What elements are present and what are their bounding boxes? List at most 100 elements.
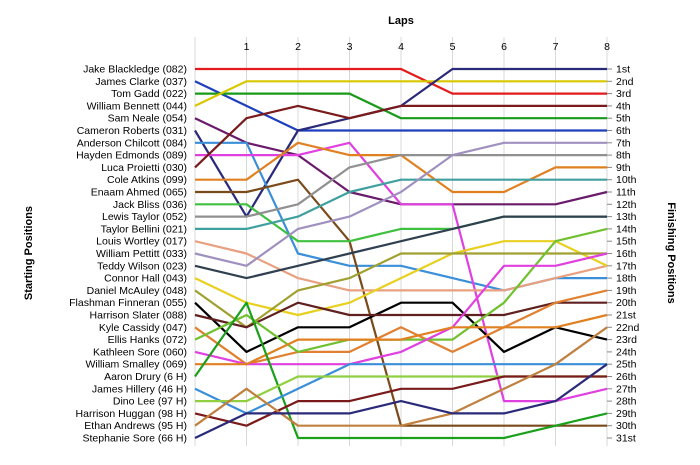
x-tick-label-1: 1 — [244, 41, 250, 53]
finish-label-1st: 1st — [616, 64, 630, 76]
finish-label-27th: 27th — [616, 383, 637, 395]
series-line-21 — [194, 289, 608, 366]
finish-label-18th: 18th — [616, 273, 637, 285]
start-label-11: Jack Bliss (036) — [113, 199, 187, 211]
finish-label-3rd: 3rd — [616, 88, 631, 100]
x-tick-label-7: 7 — [553, 41, 559, 53]
x-tick-label-6: 6 — [501, 41, 507, 53]
finish-label-28th: 28th — [616, 396, 637, 408]
series-line-12 — [195, 154, 607, 218]
start-label-17: Connor Hall (043) — [104, 273, 187, 285]
finish-label-2nd: 2nd — [616, 76, 634, 88]
series-line-28 — [194, 375, 607, 427]
series-line-18 — [194, 252, 607, 329]
finish-label-31st: 31st — [616, 433, 636, 445]
series-line-7 — [195, 141, 608, 403]
series-line-14 — [194, 240, 608, 292]
finish-label-12th: 12th — [616, 199, 637, 211]
start-label-26: James Hillery (46 H) — [92, 383, 187, 395]
finish-label-24th: 24th — [616, 346, 637, 358]
start-label-1: James Clarke (037) — [95, 76, 187, 88]
start-label-19: Flashman Finneran (055) — [69, 297, 187, 309]
start-label-23: Kathleen Sore (060) — [93, 346, 187, 358]
series-line-15 — [194, 141, 607, 267]
finish-label-22nd: 22nd — [616, 322, 640, 334]
start-label-10: Enaam Ahmed (065) — [91, 187, 187, 199]
finish-label-9th: 9th — [616, 162, 631, 174]
series-line-23 — [194, 252, 608, 366]
right-axis-title: Finishing Positions — [665, 202, 677, 303]
finish-label-16th: 16th — [616, 248, 637, 260]
start-label-9: Cole Atkins (099) — [107, 174, 187, 186]
start-label-8: Luca Proietti (030) — [101, 162, 187, 174]
finish-label-6th: 6th — [616, 125, 631, 137]
x-tick-label-8: 8 — [604, 41, 610, 53]
finish-label-19th: 19th — [616, 285, 637, 297]
start-label-4: Sam Neale (054) — [108, 113, 187, 125]
series-line-20 — [194, 301, 607, 329]
start-label-25: Aaron Drury (6 H) — [104, 371, 187, 383]
start-label-28: Harrison Huggan (98 H) — [76, 408, 187, 420]
start-label-27: Dino Lee (97 H) — [113, 396, 187, 408]
start-label-3: William Bennett (044) — [87, 100, 187, 112]
start-label-7: Hayden Edmonds (089) — [76, 150, 187, 162]
start-label-20: Harrison Slater (088) — [90, 310, 187, 322]
series-line-3 — [194, 80, 607, 107]
start-label-13: Taylor Bellini (021) — [101, 223, 187, 235]
start-label-12: Lewis Taylor (052) — [102, 211, 187, 223]
series-line-2 — [195, 92, 607, 120]
finish-label-17th: 17th — [616, 260, 637, 272]
start-label-30: Stephanie Sore (66 H) — [83, 433, 187, 445]
x-tick-label-2: 2 — [295, 41, 301, 53]
finish-label-8th: 8th — [616, 150, 631, 162]
series-line-0 — [195, 67, 607, 95]
x-tick-label-4: 4 — [398, 41, 404, 53]
finish-label-15th: 15th — [616, 236, 637, 248]
finish-label-7th: 7th — [616, 137, 631, 149]
start-label-15: William Pettitt (033) — [96, 248, 187, 260]
finish-label-23rd: 23rd — [616, 334, 637, 346]
series-line-25 — [194, 301, 608, 440]
start-label-21: Kyle Cassidy (047) — [99, 322, 187, 334]
series-line-19 — [194, 301, 608, 353]
starting-position-labels: Jake Blackledge (082)James Clarke (037)T… — [69, 64, 187, 445]
finish-label-25th: 25th — [616, 359, 637, 371]
start-label-22: Ellis Hanks (072) — [108, 334, 187, 346]
series-line-13 — [195, 178, 607, 230]
start-label-14: Louis Wortley (017) — [96, 236, 187, 248]
start-label-29: Ethan Andrews (95 H) — [84, 420, 187, 432]
start-label-18: Daniel McAuley (048) — [87, 285, 187, 297]
finish-label-5th: 5th — [616, 113, 631, 125]
finish-label-21st: 21st — [616, 310, 636, 322]
finishing-position-labels: 1st2nd3rd4th5th6th7th8th9th10th11th12th1… — [607, 64, 640, 445]
series-line-29 — [194, 326, 608, 427]
x-tick-labels: 1 2 3 4 5 6 7 8 — [244, 41, 611, 53]
series-line-17 — [194, 240, 608, 317]
finish-label-10th: 10th — [616, 174, 637, 186]
finish-label-11th: 11th — [616, 187, 636, 199]
series-line-16 — [194, 215, 607, 280]
finish-label-29th: 29th — [616, 408, 637, 420]
series-line-26 — [194, 363, 607, 415]
finish-label-20th: 20th — [616, 297, 637, 309]
x-tick-label-5: 5 — [450, 41, 456, 53]
start-label-24: William Smalley (069) — [85, 359, 187, 371]
start-label-5: Cameron Roberts (031) — [77, 125, 187, 137]
series-line-8 — [194, 104, 607, 169]
finish-label-4th: 4th — [616, 100, 631, 112]
start-label-2: Tom Gadd (022) — [111, 88, 187, 100]
finish-label-13th: 13th — [616, 211, 637, 223]
start-label-16: Teddy Wilson (023) — [97, 260, 187, 272]
series-line-30 — [194, 363, 608, 439]
start-label-0: Jake Blackledge (082) — [83, 64, 187, 76]
start-label-6: Anderson Chilcott (084) — [77, 137, 187, 149]
finish-label-26th: 26th — [616, 371, 637, 383]
left-axis-title: Starting Positions — [23, 206, 35, 300]
finish-label-30th: 30th — [616, 420, 637, 432]
series-lines — [194, 67, 608, 440]
finish-label-14th: 14th — [616, 223, 637, 235]
series-line-24 — [195, 313, 608, 366]
x-axis-title: Laps — [388, 15, 414, 27]
x-tick-label-3: 3 — [347, 41, 353, 53]
